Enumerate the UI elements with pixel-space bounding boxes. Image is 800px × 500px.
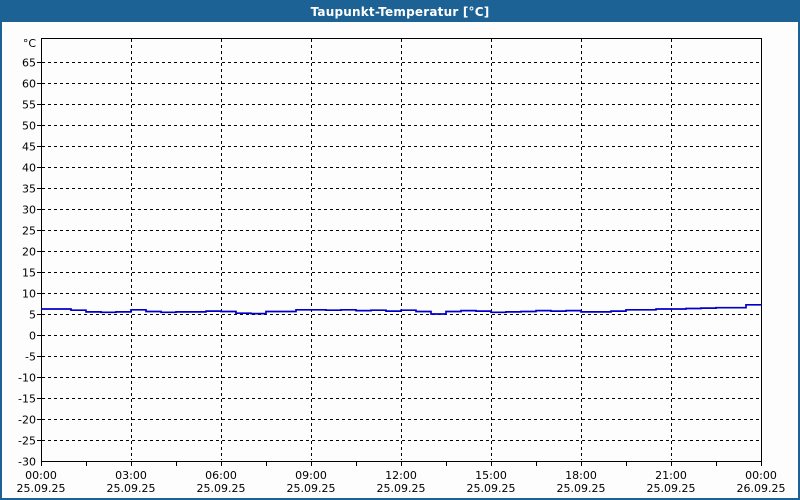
x-tick-date-label: 26.09.25 — [737, 482, 786, 495]
y-tick-label: 5 — [29, 309, 36, 322]
y-tick-label: -30 — [18, 456, 36, 469]
x-tick-date-label: 25.09.25 — [287, 482, 336, 495]
y-tick-label: -10 — [18, 372, 36, 385]
x-tick-time-label: 00:00 — [25, 469, 57, 482]
dew-point-temperature-chart: 65605550454035302520151050-5-10-15-20-25… — [17, 37, 786, 495]
y-tick-label: 35 — [22, 183, 36, 196]
x-tick-date-label: 25.09.25 — [467, 482, 516, 495]
chart-area: 65 60 55 50 45 40 35 30 25 20 15 10 5 0 -5 -10 -15 -20 -25… — [2, 22, 798, 498]
x-tick-time-label: 15:00 — [475, 469, 507, 482]
y-tick-label: 40 — [22, 162, 36, 175]
y-tick-label: -15 — [18, 393, 36, 406]
y-tick-label: 10 — [22, 288, 36, 301]
x-tick-date-label: 25.09.25 — [17, 482, 66, 495]
y-tick-label: -25 — [18, 435, 36, 448]
y-tick-label: 25 — [22, 225, 36, 238]
y-tick-label: 20 — [22, 246, 36, 259]
y-tick-label: 45 — [22, 141, 36, 154]
y-tick-label: 60 — [22, 78, 36, 91]
x-tick-time-label: 12:00 — [385, 469, 417, 482]
window-titlebar: Taupunkt-Temperatur [°C] — [2, 2, 798, 22]
x-tick-time-label: 21:00 — [655, 469, 687, 482]
y-tick-label: -20 — [18, 414, 36, 427]
y-tick-label: 50 — [22, 120, 36, 133]
y-tick-label: 15 — [22, 267, 36, 280]
y-tick-label: 55 — [22, 99, 36, 112]
x-tick-date-label: 25.09.25 — [557, 482, 606, 495]
x-tick-date-label: 25.09.25 — [107, 482, 156, 495]
y-axis-unit-label: °C — [23, 37, 37, 50]
dew-point-line — [41, 303, 762, 315]
x-tick-date-label: 25.09.25 — [197, 482, 246, 495]
x-tick-date-label: 25.09.25 — [647, 482, 696, 495]
x-tick-time-label: 03:00 — [115, 469, 147, 482]
y-tick-label: 30 — [22, 204, 36, 217]
chart-title: Taupunkt-Temperatur [°C] — [310, 5, 490, 19]
x-tick-time-label: 06:00 — [205, 469, 237, 482]
x-tick-time-label: 09:00 — [295, 469, 327, 482]
plot-border — [41, 38, 762, 462]
x-tick-date-label: 25.09.25 — [377, 482, 426, 495]
y-tick-label: 65 — [22, 57, 36, 70]
x-tick-time-label: 18:00 — [565, 469, 597, 482]
x-tick-time-label: 00:00 — [745, 469, 777, 482]
y-tick-label: -5 — [25, 351, 36, 364]
y-tick-label: 0 — [29, 330, 36, 343]
